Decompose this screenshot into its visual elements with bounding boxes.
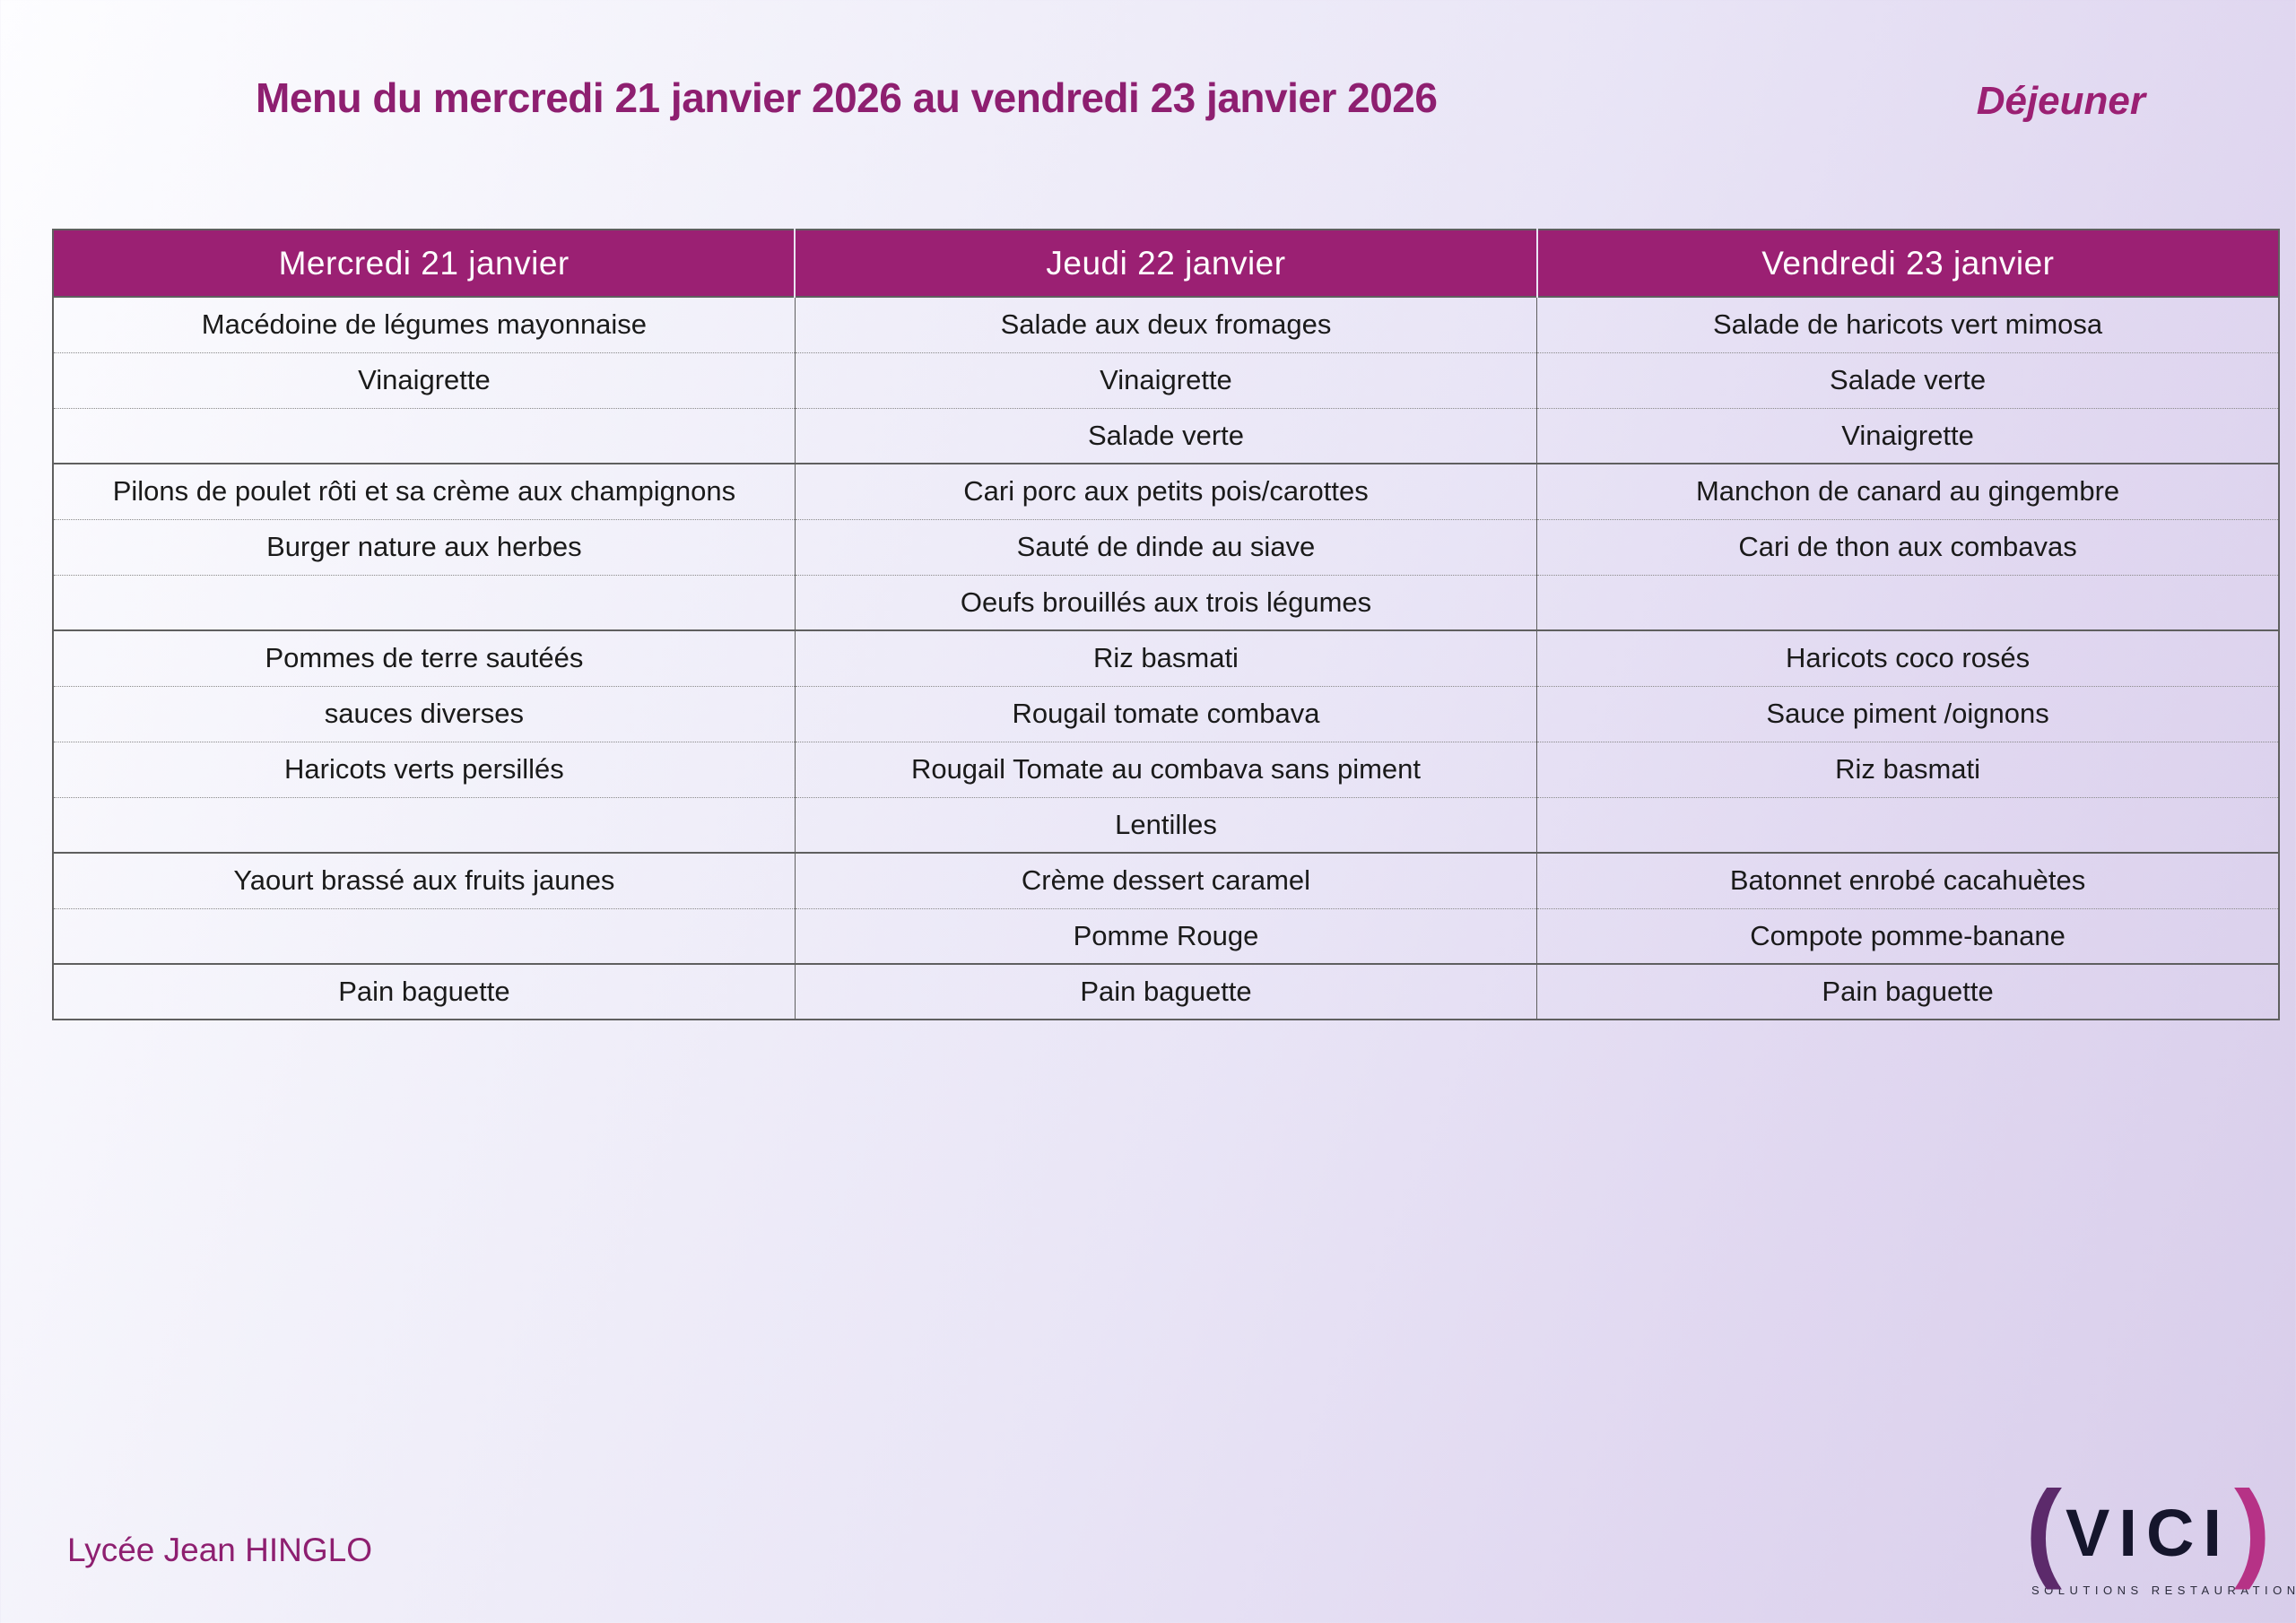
logo-word: VICI [2066,1495,2231,1570]
table-row: Pilons de poulet rôti et sa crème aux ch… [53,464,2279,519]
table-row: Pommes de terre sautéés Riz basmati Hari… [53,630,2279,686]
menu-cell: Salade de haricots vert mimosa [1536,297,2279,352]
logo-right-paren-icon: ) [2233,1468,2271,1590]
table-row: Lentilles [53,796,2279,853]
section-entrees: Macédoine de légumes mayonnaise Salade a… [53,297,2279,464]
menu-cell: Macédoine de légumes mayonnaise [201,308,648,341]
menu-cell: Sauté de dinde au siave [794,518,1537,575]
menu-cell [53,907,796,964]
table-row: Salade verte Vinaigrette [53,407,2279,464]
page-title: Menu du mercredi 21 janvier 2026 au vend… [256,74,1438,121]
menu-cell: Haricots coco rosés [1536,630,2279,686]
column-header-jeudi: Jeudi 22 janvier [794,230,1537,297]
table-row: Oeufs brouillés aux trois légumes [53,574,2279,630]
menu-cell: Pain baguette [338,976,510,1007]
table-row: Burger nature aux herbes Sauté de dinde … [53,518,2279,575]
section-desserts: Yaourt brassé aux fruits jaunes Crème de… [53,853,2279,964]
menu-cell: Pommes de terre sautéés [265,642,584,674]
menu-cell: Crème dessert caramel [794,853,1537,908]
section-plats: Pilons de poulet rôti et sa crème aux ch… [53,464,2279,630]
menu-cell: Vinaigrette [53,352,796,408]
school-name: Lycée Jean HINGLO [67,1532,373,1568]
menu-cell: Riz basmati [794,630,1537,686]
table-row: Haricots verts persillés Rougail Tomate … [53,741,2279,797]
menu-cell: Salade aux deux fromages [794,297,1537,352]
menu-cell: Pain baguette [1536,964,2279,1020]
menu-cell: Lentilles [794,796,1537,853]
menu-cell: Rougail tomate combava [794,685,1537,742]
table-row: Vinaigrette Vinaigrette Salade verte [53,352,2279,408]
table-row: sauces diverses Rougail tomate combava S… [53,685,2279,742]
menu-cell: Salade verte [1536,352,2279,408]
meal-label: Déjeuner [1976,79,2145,123]
vici-logo: ( VICI ) SOLUTIONS RESTAURATION [2025,1474,2296,1597]
menu-cell: Burger nature aux herbes [53,518,796,575]
menu-cell: Compote pomme-banane [1536,907,2279,964]
menu-cell: Batonnet enrobé cacahuètes [1536,853,2279,908]
menu-cell: sauces diverses [53,685,796,742]
column-header-mercredi: Mercredi 21 janvier [53,230,796,297]
menu-table: Mercredi 21 janvier Jeudi 22 janvier Ven… [52,229,2280,1020]
menu-cell [53,796,796,853]
menu-cell: Vinaigrette [1536,407,2279,464]
menu-cell: Cari de thon aux combavas [1536,518,2279,575]
menu-cell [53,574,796,630]
menu-cell: Manchon de canard au gingembre [1536,464,2279,519]
header-row: Mercredi 21 janvier Jeudi 22 janvier Ven… [53,230,2279,297]
column-header-vendredi: Vendredi 23 janvier [1535,230,2279,297]
menu-cell: Pain baguette [794,964,1537,1020]
menu-cell: Yaourt brassé aux fruits jaunes [233,864,615,897]
menu-cell: Pilons de poulet rôti et sa crème aux ch… [112,475,736,508]
menu-cell [1536,574,2279,630]
table-row: Macédoine de légumes mayonnaise Salade a… [53,297,2279,352]
table-row: Yaourt brassé aux fruits jaunes Crème de… [53,853,2279,908]
menu-cell: Pomme Rouge [794,907,1537,964]
menu-cell [53,407,796,464]
vici-logo-wordmark: ( VICI ) [2025,1474,2270,1584]
menu-cell [1536,796,2279,853]
section-accompagnements: Pommes de terre sautéés Riz basmati Hari… [53,630,2279,853]
table-row: Pain baguette Pain baguette Pain baguett… [53,964,2279,1020]
menu-cell: Oeufs brouillés aux trois légumes [794,574,1537,630]
table-row: Pomme Rouge Compote pomme-banane [53,907,2279,964]
section-pain: Pain baguette Pain baguette Pain baguett… [53,964,2279,1020]
menu-cell: Haricots verts persillés [53,741,796,797]
menu-cell: Salade verte [794,407,1537,464]
menu-cell: Rougail Tomate au combava sans piment [794,741,1537,797]
menu-cell: Vinaigrette [794,352,1537,408]
logo-left-paren-icon: ( [2025,1468,2063,1590]
logo-tagline: SOLUTIONS RESTAURATION [2031,1583,2296,1597]
menu-cell: Riz basmati [1536,741,2279,797]
menu-cell: Sauce piment /oignons [1536,685,2279,742]
menu-cell: Cari porc aux petits pois/carottes [794,464,1537,519]
menu-table-header: Mercredi 21 janvier Jeudi 22 janvier Ven… [53,230,2279,297]
